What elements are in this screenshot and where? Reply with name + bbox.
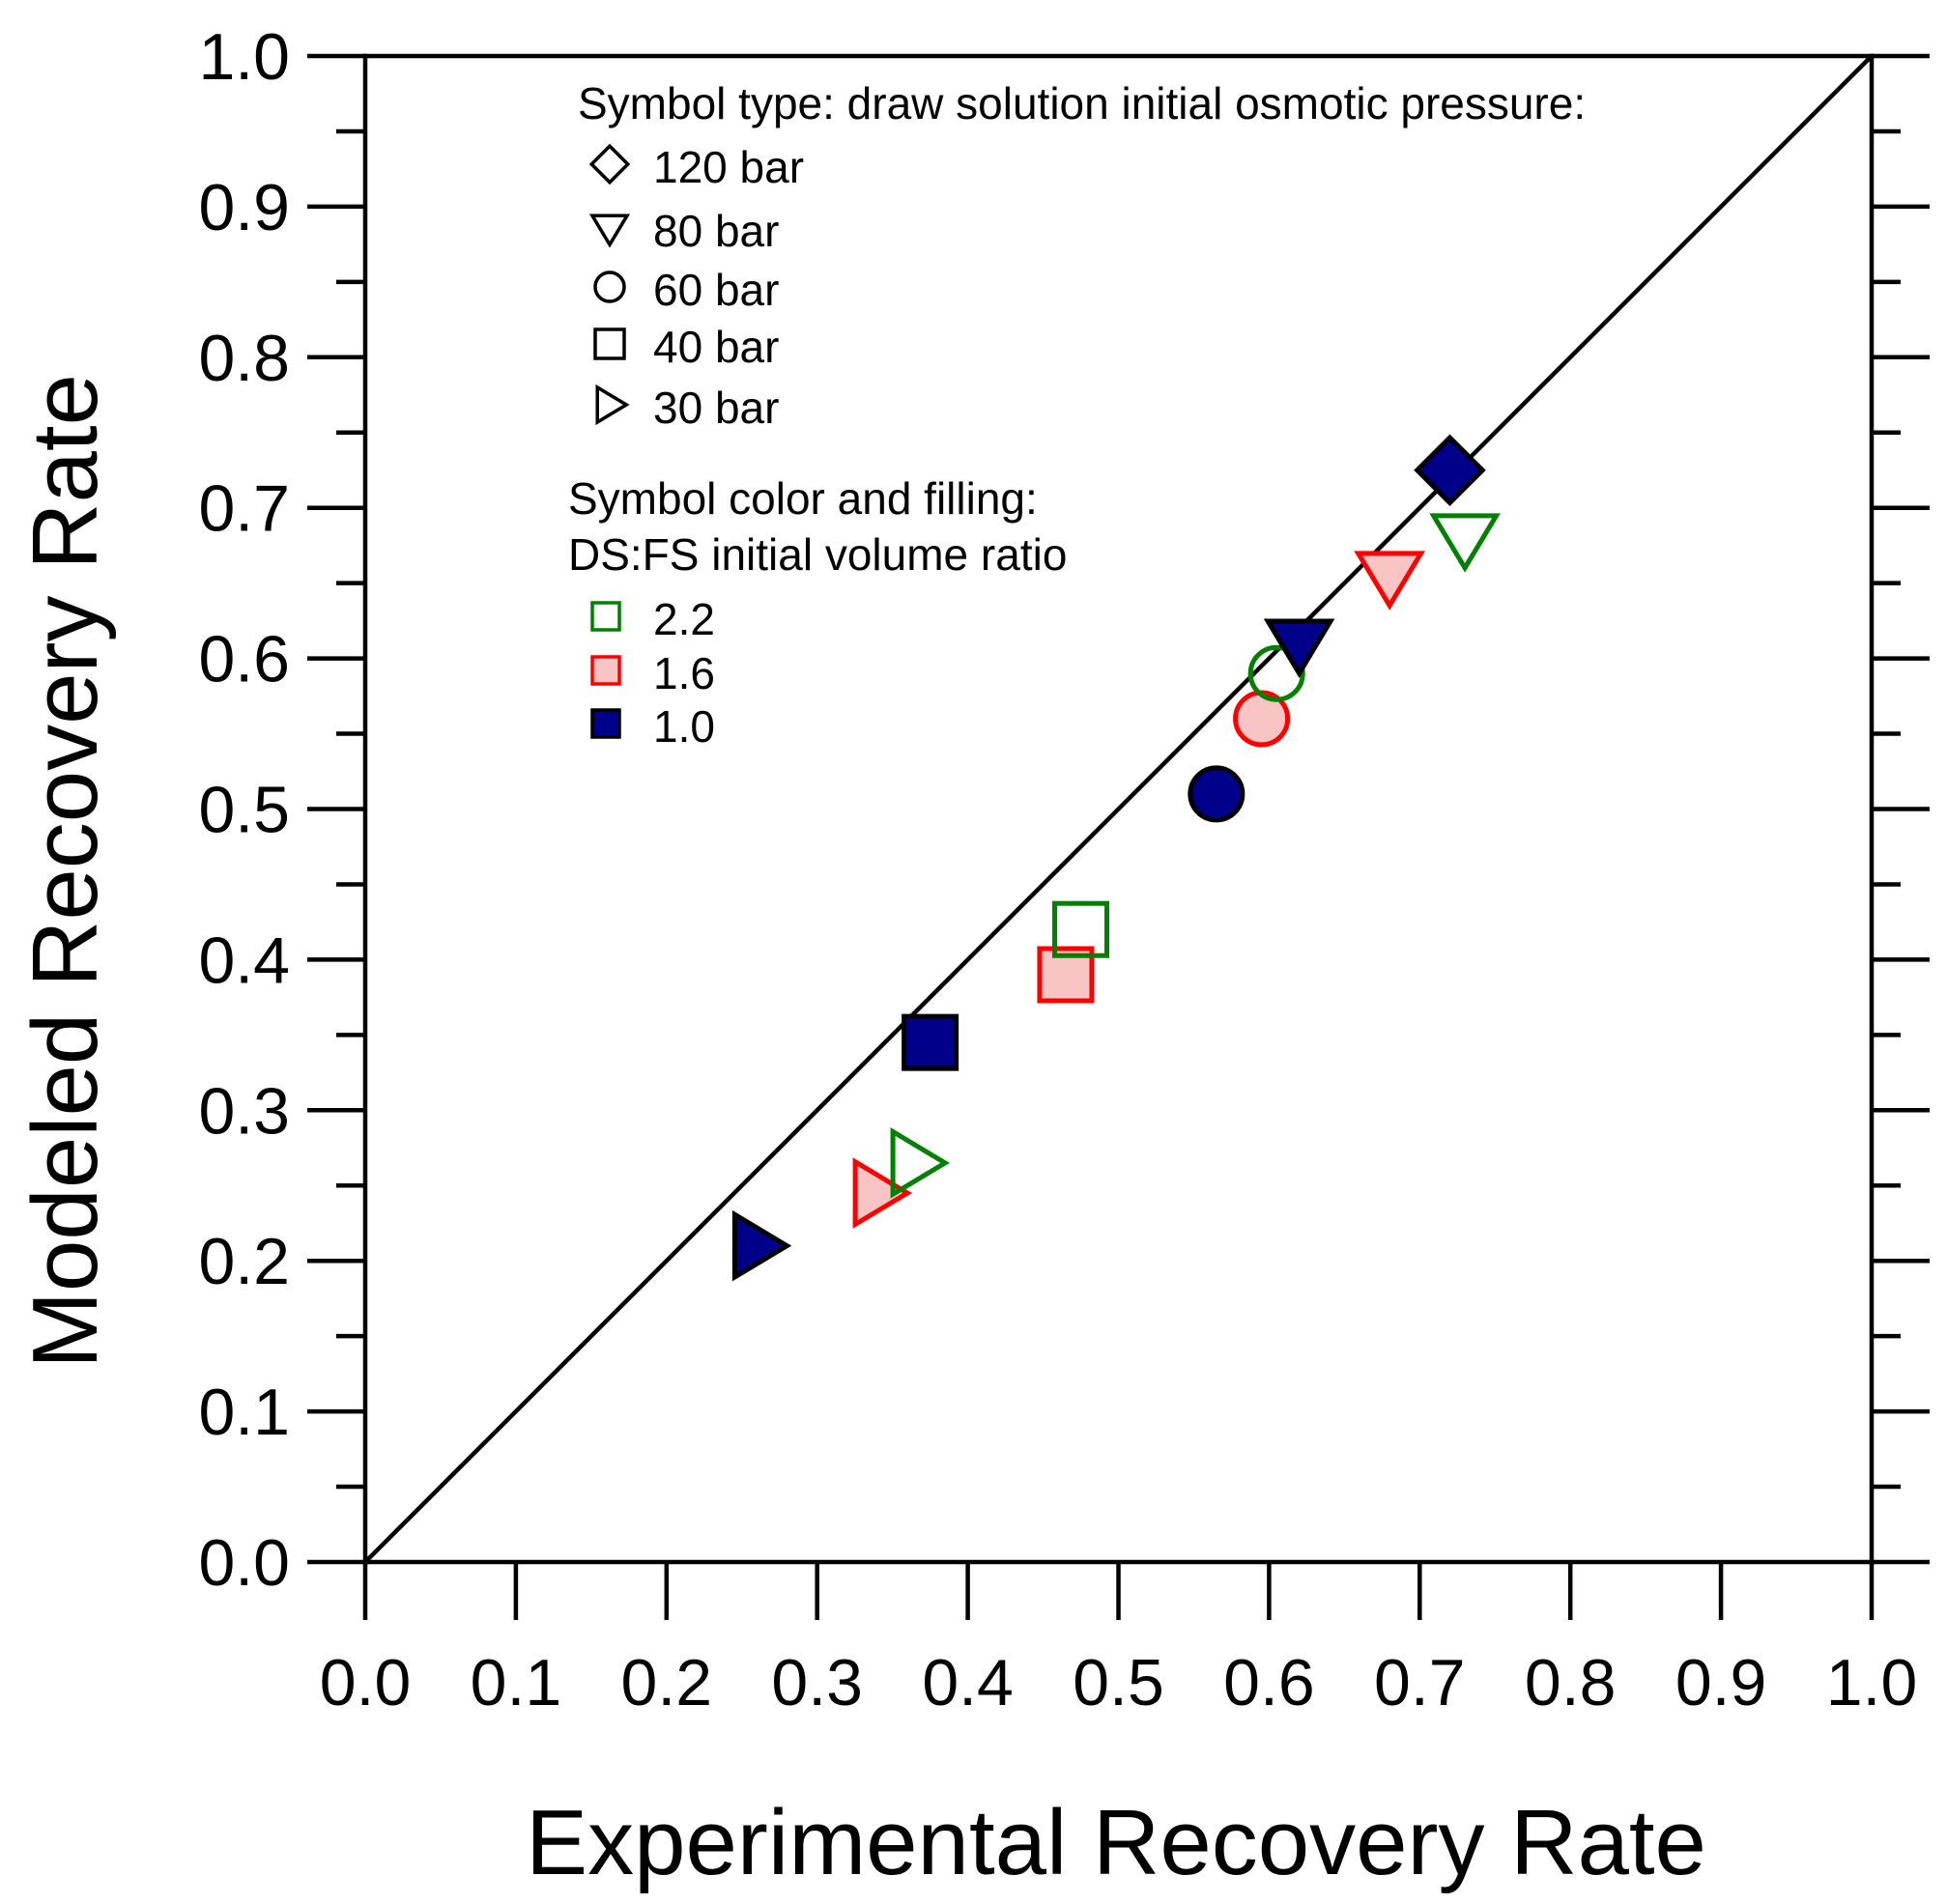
x-tick-label: 1.0 — [1826, 1646, 1918, 1719]
x-tick-label: 0.4 — [922, 1646, 1014, 1719]
x-tick-label: 0.5 — [1073, 1646, 1164, 1719]
data-point-square — [1052, 900, 1110, 958]
legend-symbol-circle — [593, 270, 626, 303]
legend-symbol-label: 30 bar — [653, 383, 779, 433]
legend-color-label: 1.6 — [653, 648, 715, 698]
x-axis-title: Experimental Recovery Rate — [526, 1791, 1706, 1894]
legend-symbol-label: 60 bar — [653, 265, 779, 315]
x-tick-label: 0.0 — [320, 1646, 412, 1719]
data-point-circle — [1188, 765, 1246, 823]
y-tick-label: 0.8 — [198, 322, 290, 395]
x-tick-label: 0.2 — [621, 1646, 713, 1719]
legend-symbol-triangle-down — [588, 213, 631, 248]
x-tick-label: 0.7 — [1374, 1646, 1466, 1719]
data-point-triangle-down — [1354, 551, 1425, 611]
legend-color-title-line2: DS:FS initial volume ratio — [568, 529, 1067, 580]
legend-color-swatch — [590, 655, 621, 686]
legend-symbol-label: 40 bar — [653, 322, 779, 372]
legend-color-label: 2.2 — [653, 594, 715, 644]
y-tick-label: 1.0 — [198, 20, 290, 94]
y-tick-label: 0.7 — [198, 472, 290, 546]
data-point-triangle-down — [1429, 513, 1501, 573]
y-tick-label: 0.2 — [198, 1225, 290, 1298]
legend-symbol-triangle-right — [595, 384, 630, 426]
legend-color-swatch — [590, 708, 621, 739]
data-point-triangle-right — [890, 1127, 950, 1199]
axes-layer: 0.0 0.1 0.2 0.3 0.4 0.5 0.6 0.7 0.8 0.9 1.0 0.0 0.1 0… — [198, 20, 1930, 1719]
reference-layer — [363, 54, 1874, 1564]
y-tick-label: 0.6 — [198, 623, 290, 696]
y-tick-label: 0.1 — [198, 1376, 290, 1449]
data-point-triangle-right — [731, 1209, 792, 1282]
y-tick-label: 0.4 — [198, 924, 290, 997]
y-tick-label: 0.0 — [198, 1526, 290, 1600]
y-tick-label: 0.3 — [198, 1074, 290, 1148]
legend-symbol-square — [593, 327, 626, 360]
x-tick-label: 0.1 — [471, 1646, 562, 1719]
legend-symbol-title: Symbol type: draw solution initial osmot… — [578, 78, 1586, 128]
data-point-triangle-right — [852, 1157, 912, 1229]
x-tick-label: 0.9 — [1675, 1646, 1767, 1719]
legend-color-title-line1: Symbol color and filling: — [568, 473, 1038, 524]
y-tick-label: 0.5 — [198, 774, 290, 847]
x-tick-label: 0.8 — [1525, 1646, 1617, 1719]
legend: Symbol type: draw solution initial osmot… — [568, 78, 1586, 752]
points-layer — [731, 434, 1501, 1282]
legend-symbol-label: 120 bar — [653, 142, 804, 192]
identity-line — [363, 54, 1874, 1564]
x-tick-label: 0.3 — [771, 1646, 863, 1719]
legend-symbol-label: 80 bar — [653, 206, 779, 256]
legend-color-label: 1.0 — [653, 701, 715, 752]
data-point-square — [902, 1013, 959, 1071]
data-point-circle — [1247, 644, 1305, 702]
x-tick-label: 0.6 — [1223, 1646, 1315, 1719]
legend-color-swatch — [590, 601, 621, 632]
y-tick-label: 0.9 — [198, 171, 290, 244]
y-axis-title: Modeled Recovery Rate — [14, 374, 117, 1369]
data-point-triangle-down — [1263, 618, 1335, 678]
legend-symbol-diamond — [588, 143, 631, 185]
data-point-diamond — [1414, 434, 1486, 507]
